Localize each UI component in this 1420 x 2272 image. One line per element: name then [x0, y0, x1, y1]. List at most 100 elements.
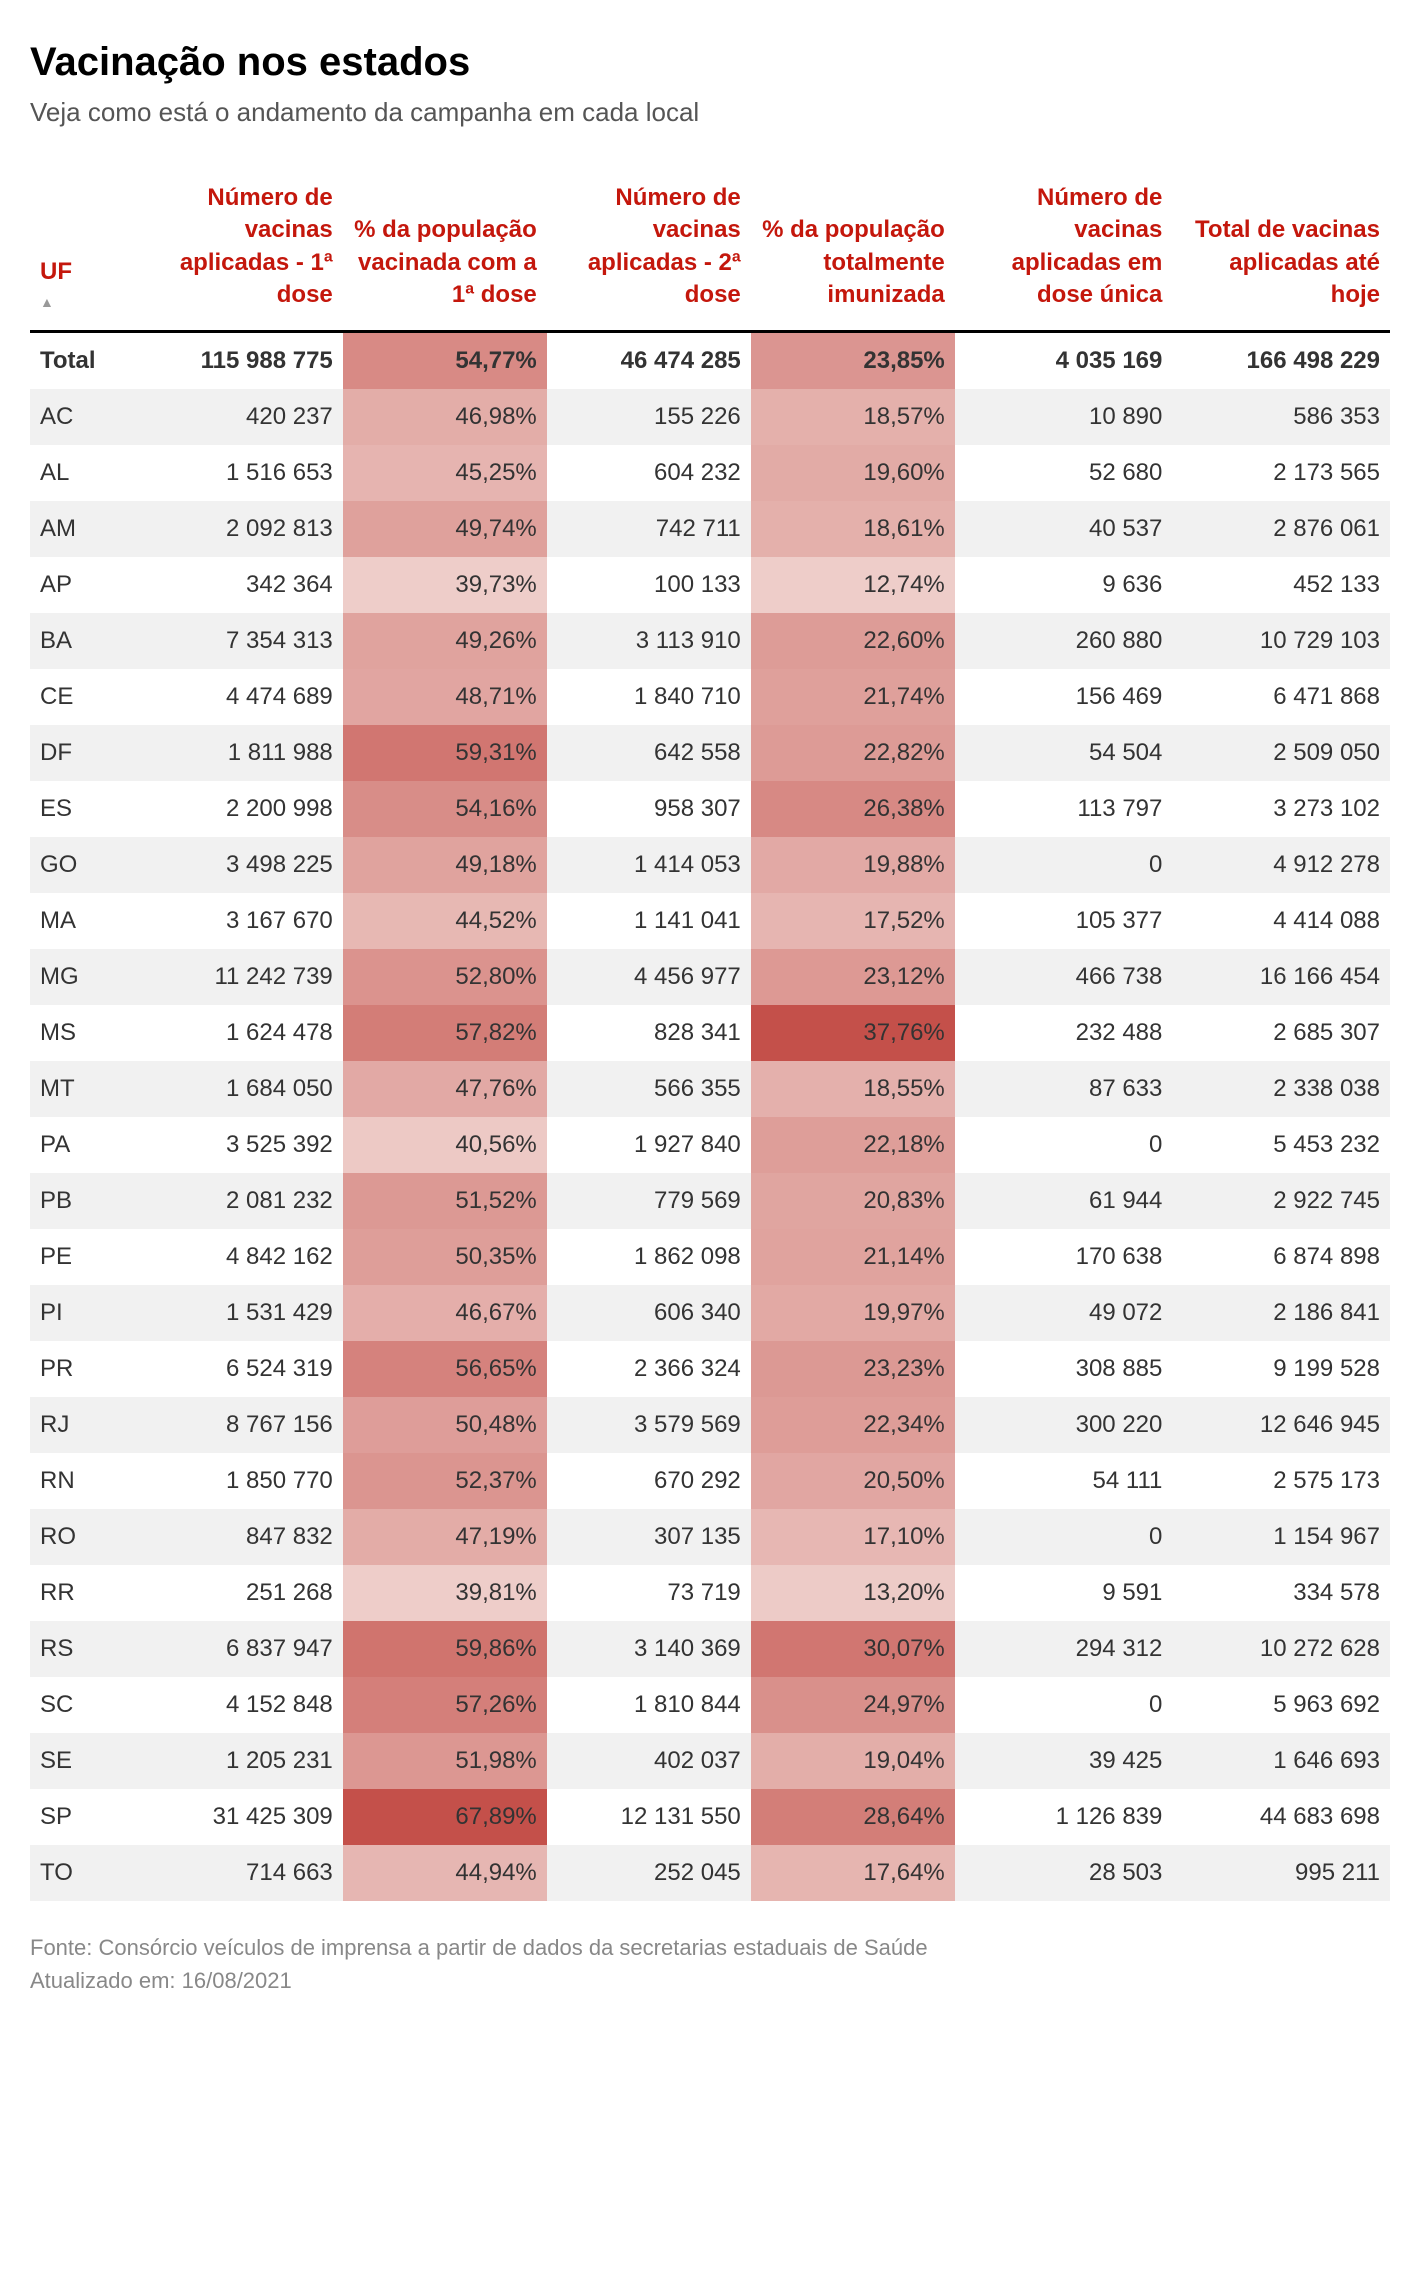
- header-single[interactable]: Número de vacinas aplicadas em dose únic…: [955, 168, 1173, 331]
- total-cell: 2 685 307: [1172, 1005, 1390, 1061]
- dose2-cell: 604 232: [547, 445, 751, 501]
- header-dose2[interactable]: Número de vacinas aplicadas - 2ª dose: [547, 168, 751, 331]
- uf-cell: MG: [30, 949, 125, 1005]
- table-row: SE1 205 23151,98%402 03719,04%39 4251 64…: [30, 1733, 1390, 1789]
- total-cell: 2 173 565: [1172, 445, 1390, 501]
- uf-cell: RJ: [30, 1397, 125, 1453]
- total-cell: 3 273 102: [1172, 781, 1390, 837]
- dose1-cell: 251 268: [125, 1565, 343, 1621]
- uf-cell: PA: [30, 1117, 125, 1173]
- pct2-cell: 28,64%: [751, 1789, 955, 1845]
- total-cell: 2 922 745: [1172, 1173, 1390, 1229]
- dose1-cell: 2 092 813: [125, 501, 343, 557]
- header-uf[interactable]: UF ▲: [30, 168, 125, 331]
- pct1-cell: 45,25%: [343, 445, 547, 501]
- single-cell: 9 636: [955, 557, 1173, 613]
- single-cell: 40 537: [955, 501, 1173, 557]
- dose2-cell: 12 131 550: [547, 1789, 751, 1845]
- single-cell: 232 488: [955, 1005, 1173, 1061]
- total-cell: 1 154 967: [1172, 1509, 1390, 1565]
- uf-cell: PI: [30, 1285, 125, 1341]
- single-cell: 52 680: [955, 445, 1173, 501]
- pct2-cell: 20,50%: [751, 1453, 955, 1509]
- header-pct1[interactable]: % da população vacinada com a 1ª dose: [343, 168, 547, 331]
- table-header-row: UF ▲ Número de vacinas aplicadas - 1ª do…: [30, 168, 1390, 331]
- header-uf-label: UF: [40, 258, 72, 285]
- table-row: MT1 684 05047,76%566 35518,55%87 6332 33…: [30, 1061, 1390, 1117]
- uf-cell: MA: [30, 893, 125, 949]
- total-cell: 12 646 945: [1172, 1397, 1390, 1453]
- dose1-cell: 1 624 478: [125, 1005, 343, 1061]
- table-row: DF1 811 98859,31%642 55822,82%54 5042 50…: [30, 725, 1390, 781]
- pct2-cell: 21,14%: [751, 1229, 955, 1285]
- uf-cell: AM: [30, 501, 125, 557]
- pct2-cell: 17,52%: [751, 893, 955, 949]
- single-cell: 260 880: [955, 613, 1173, 669]
- total-cell: 334 578: [1172, 1565, 1390, 1621]
- uf-cell: RR: [30, 1565, 125, 1621]
- dose2-cell: 155 226: [547, 389, 751, 445]
- dose2-cell: 1 141 041: [547, 893, 751, 949]
- pct2-cell: 37,76%: [751, 1005, 955, 1061]
- pct2-cell: 22,82%: [751, 725, 955, 781]
- uf-cell: AL: [30, 445, 125, 501]
- pct1-cell: 47,76%: [343, 1061, 547, 1117]
- dose1-cell: 8 767 156: [125, 1397, 343, 1453]
- pct1-cell: 49,26%: [343, 613, 547, 669]
- uf-cell: AP: [30, 557, 125, 613]
- dose1-cell: 714 663: [125, 1845, 343, 1901]
- dose1-cell: 3 167 670: [125, 893, 343, 949]
- dose2-cell: 566 355: [547, 1061, 751, 1117]
- pct1-cell: 46,67%: [343, 1285, 547, 1341]
- single-cell: 9 591: [955, 1565, 1173, 1621]
- pct1-cell: 54,77%: [343, 331, 547, 389]
- sort-asc-icon: ▲: [40, 293, 115, 312]
- dose1-cell: 1 811 988: [125, 725, 343, 781]
- uf-cell: PB: [30, 1173, 125, 1229]
- page-subtitle: Veja como está o andamento da campanha e…: [30, 97, 1390, 128]
- pct1-cell: 59,86%: [343, 1621, 547, 1677]
- total-cell: 4 414 088: [1172, 893, 1390, 949]
- pct2-cell: 22,18%: [751, 1117, 955, 1173]
- uf-cell: MS: [30, 1005, 125, 1061]
- table-total-row: Total115 988 77554,77%46 474 28523,85%4 …: [30, 331, 1390, 389]
- table-row: AC420 23746,98%155 22618,57%10 890586 35…: [30, 389, 1390, 445]
- single-cell: 0: [955, 1117, 1173, 1173]
- table-row: PE4 842 16250,35%1 862 09821,14%170 6386…: [30, 1229, 1390, 1285]
- uf-cell: GO: [30, 837, 125, 893]
- dose2-cell: 307 135: [547, 1509, 751, 1565]
- total-cell: 586 353: [1172, 389, 1390, 445]
- header-dose1[interactable]: Número de vacinas aplicadas - 1ª dose: [125, 168, 343, 331]
- dose1-cell: 1 516 653: [125, 445, 343, 501]
- dose2-cell: 1 840 710: [547, 669, 751, 725]
- table-row: ES2 200 99854,16%958 30726,38%113 7973 2…: [30, 781, 1390, 837]
- dose1-cell: 6 837 947: [125, 1621, 343, 1677]
- pct1-cell: 48,71%: [343, 669, 547, 725]
- header-pct2[interactable]: % da população totalmente imunizada: [751, 168, 955, 331]
- pct2-cell: 17,64%: [751, 1845, 955, 1901]
- dose2-cell: 742 711: [547, 501, 751, 557]
- single-cell: 61 944: [955, 1173, 1173, 1229]
- pct2-cell: 22,34%: [751, 1397, 955, 1453]
- header-total[interactable]: Total de vacinas aplicadas até hoje: [1172, 168, 1390, 331]
- pct1-cell: 44,52%: [343, 893, 547, 949]
- total-cell: 2 509 050: [1172, 725, 1390, 781]
- table-row: PI1 531 42946,67%606 34019,97%49 0722 18…: [30, 1285, 1390, 1341]
- pct2-cell: 24,97%: [751, 1677, 955, 1733]
- pct1-cell: 67,89%: [343, 1789, 547, 1845]
- dose1-cell: 11 242 739: [125, 949, 343, 1005]
- single-cell: 54 504: [955, 725, 1173, 781]
- total-cell: 452 133: [1172, 557, 1390, 613]
- table-row: CE4 474 68948,71%1 840 71021,74%156 4696…: [30, 669, 1390, 725]
- total-cell: 10 729 103: [1172, 613, 1390, 669]
- single-cell: 0: [955, 1677, 1173, 1733]
- pct2-cell: 19,97%: [751, 1285, 955, 1341]
- pct1-cell: 46,98%: [343, 389, 547, 445]
- single-cell: 54 111: [955, 1453, 1173, 1509]
- pct1-cell: 50,48%: [343, 1397, 547, 1453]
- pct1-cell: 39,73%: [343, 557, 547, 613]
- pct1-cell: 40,56%: [343, 1117, 547, 1173]
- pct1-cell: 49,74%: [343, 501, 547, 557]
- uf-cell: PE: [30, 1229, 125, 1285]
- table-row: MA3 167 67044,52%1 141 04117,52%105 3774…: [30, 893, 1390, 949]
